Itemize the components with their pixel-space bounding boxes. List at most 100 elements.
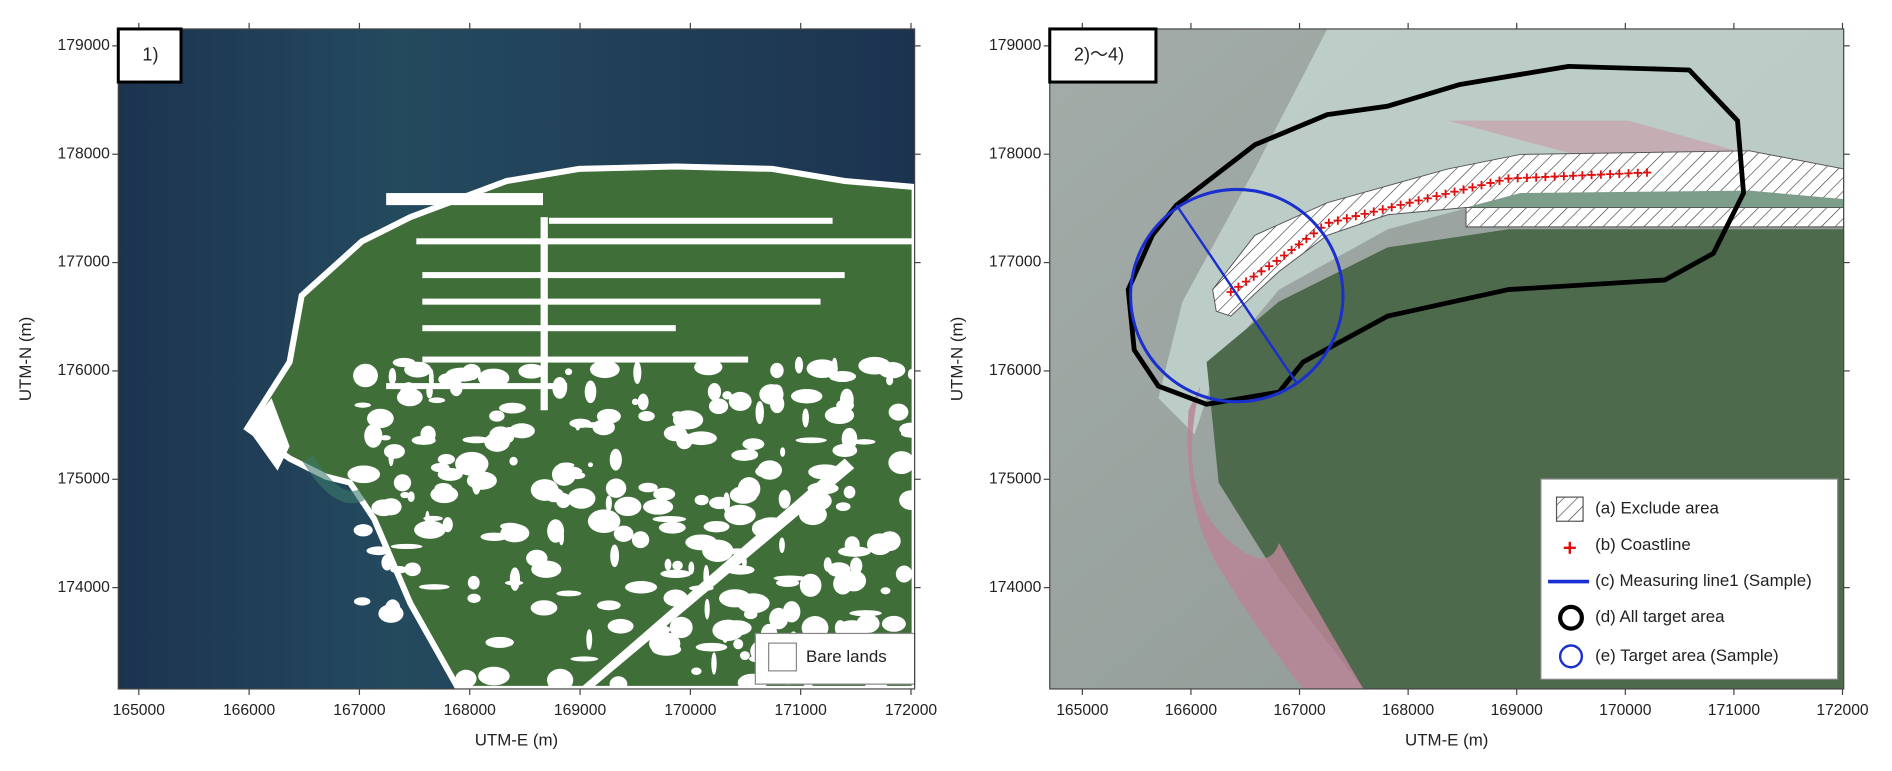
- bare-land: [426, 383, 433, 399]
- panel-label-box: [116, 27, 183, 84]
- bare-land: [393, 474, 412, 492]
- bare-land: [477, 368, 510, 388]
- bare-land: [886, 375, 894, 386]
- bare-land: [888, 403, 909, 421]
- bare-land: [390, 566, 408, 574]
- coastline-marker: [1249, 272, 1258, 281]
- bare-land: [672, 410, 704, 430]
- bare-land: [404, 562, 421, 577]
- bare-land: [685, 431, 717, 446]
- y-tick-label: 176000: [989, 362, 1042, 379]
- bare-land: [407, 491, 415, 503]
- coastline-marker: [1541, 172, 1550, 182]
- bare-land: [588, 462, 593, 468]
- bare-land: [597, 600, 621, 611]
- x-tick-label: 166000: [223, 702, 276, 719]
- coastline-marker: [1414, 196, 1423, 205]
- y-axis-label: UTM-N (m): [16, 317, 35, 401]
- y-tick-label: 177000: [58, 254, 111, 271]
- bare-land: [711, 652, 717, 675]
- bare-land: [849, 610, 882, 617]
- y-tick-label: 174000: [989, 579, 1042, 596]
- bare-land: [757, 460, 783, 480]
- bare-land: [802, 408, 809, 428]
- legend: [1540, 478, 1839, 680]
- bare-land: [568, 471, 586, 480]
- bare-land: [565, 368, 573, 376]
- coastline-marker: [1522, 173, 1532, 182]
- y-axis-label: UTM-N (m): [948, 317, 967, 401]
- coastline-marker: [1342, 214, 1352, 223]
- bare-land: [799, 504, 827, 526]
- legend-label: (d) All target area: [1595, 607, 1725, 626]
- bare-land: [575, 421, 581, 431]
- bare-land: [422, 272, 845, 279]
- bare-land: [708, 398, 729, 415]
- bare-land: [724, 504, 756, 526]
- bare-land: [499, 402, 526, 414]
- bare-land: [709, 496, 730, 510]
- coastline-marker: [1272, 256, 1281, 266]
- bare-land: [658, 521, 686, 534]
- x-tick-label: 167000: [1273, 702, 1326, 719]
- bare-land: [552, 376, 568, 399]
- bare-land: [418, 584, 450, 590]
- bare-land: [570, 656, 599, 662]
- bare-land: [400, 382, 418, 406]
- bare-land: [366, 546, 391, 556]
- x-tick-label: 170000: [1599, 702, 1652, 719]
- coastline-marker: [1633, 168, 1642, 178]
- y-tick-label: 179000: [58, 37, 111, 54]
- coastline-marker: [1441, 189, 1450, 199]
- bare-land: [794, 356, 804, 374]
- bare-land: [383, 444, 405, 459]
- bare-land: [605, 495, 612, 512]
- bare-land: [414, 520, 446, 539]
- bare-land: [587, 509, 621, 534]
- bare-land: [755, 400, 764, 425]
- bare-land: [607, 618, 634, 634]
- legend-swatch: [768, 642, 797, 672]
- x-tick-label: 165000: [113, 702, 166, 719]
- bare-land: [386, 193, 544, 206]
- bare-land: [364, 423, 383, 448]
- bare-land: [468, 365, 479, 380]
- bare-land: [669, 616, 693, 639]
- bare-land: [558, 462, 575, 468]
- bare-land: [841, 570, 867, 592]
- bare-land: [799, 573, 822, 597]
- bare-land: [880, 587, 891, 595]
- bare-land: [790, 388, 823, 404]
- bare-land: [584, 380, 597, 404]
- bare-land: [508, 423, 535, 439]
- legend-label: (b) Coastline: [1595, 535, 1691, 554]
- x-tick-label: 171000: [1708, 702, 1761, 719]
- y-tick-label: 178000: [58, 145, 111, 162]
- bare-land: [422, 325, 676, 332]
- bare-land: [455, 451, 489, 476]
- bare-land: [437, 467, 463, 481]
- bare-land: [466, 471, 497, 490]
- bare-land: [567, 488, 596, 509]
- bare-land: [638, 410, 655, 422]
- bare-land: [722, 391, 733, 400]
- coastline-marker: [1396, 200, 1405, 210]
- coastline-marker: [1559, 171, 1569, 181]
- bare-land: [688, 561, 695, 575]
- legend-swatch: [1555, 496, 1584, 522]
- plot-frame: [1049, 28, 1845, 690]
- bare-land: [589, 360, 620, 379]
- bare-land: [353, 524, 373, 537]
- bare-land: [835, 502, 851, 512]
- coastline-marker: [1360, 209, 1369, 219]
- coastline-marker: [1531, 173, 1541, 182]
- legend-swatch: [1563, 541, 1576, 554]
- bare-land: [592, 419, 615, 436]
- bare-land: [544, 487, 564, 503]
- x-tick-label: 169000: [554, 702, 607, 719]
- coastline-marker: [1605, 169, 1615, 179]
- bare-land: [462, 436, 491, 444]
- bare-land: [390, 543, 423, 550]
- coastline-marker: [1279, 251, 1289, 260]
